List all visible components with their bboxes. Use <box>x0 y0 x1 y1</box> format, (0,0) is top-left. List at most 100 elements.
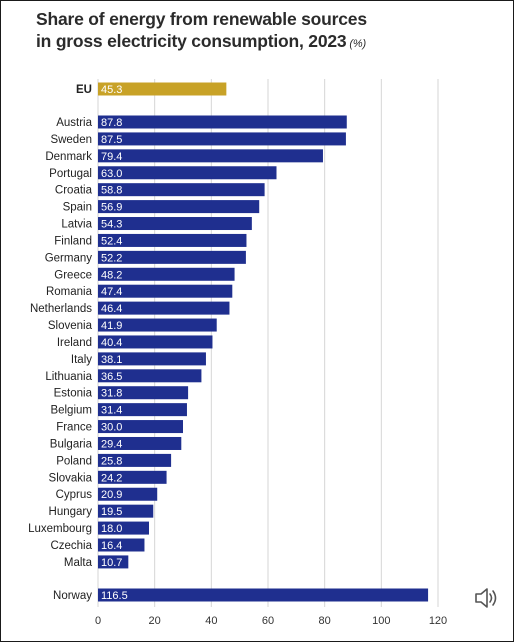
category-label-luxembourg: Luxembourg <box>28 523 92 535</box>
chart-title-line2-text: in gross electricity consumption, 2023 <box>36 31 347 51</box>
category-label-norway: Norway <box>53 590 92 602</box>
value-label-sweden: 87.5 <box>101 134 122 146</box>
bar-norway <box>98 588 429 602</box>
bar-croatia <box>98 183 265 197</box>
category-label-hungary: Hungary <box>49 506 93 518</box>
value-label-netherlands: 46.4 <box>101 303 122 315</box>
value-label-belgium: 31.4 <box>101 405 122 417</box>
value-label-slovakia: 24.2 <box>101 472 122 484</box>
category-label-slovenia: Slovenia <box>48 320 93 332</box>
value-label-cyprus: 20.9 <box>101 489 122 501</box>
category-label-romania: Romania <box>46 286 93 298</box>
value-label-greece: 48.2 <box>101 269 122 281</box>
bar-bulgaria <box>98 436 182 450</box>
bar-germany <box>98 250 246 264</box>
category-label-belgium: Belgium <box>50 405 92 417</box>
bar-malta <box>98 555 129 569</box>
category-label-poland: Poland <box>56 455 92 467</box>
x-tick-label-5: 100 <box>372 615 390 627</box>
category-label-france: France <box>56 422 92 434</box>
bar-austria <box>98 115 347 129</box>
value-label-romania: 47.4 <box>101 286 122 298</box>
category-label-czechia: Czechia <box>50 540 92 552</box>
bar-latvia <box>98 217 252 231</box>
chart-title: Share of energy from renewable sources i… <box>36 8 476 55</box>
value-label-spain: 56.9 <box>101 202 122 214</box>
value-label-ireland: 40.4 <box>101 337 122 349</box>
bar-italy <box>98 352 206 366</box>
bar-slovenia <box>98 318 217 332</box>
bar-greece <box>98 267 235 281</box>
x-tick-label-3: 60 <box>262 615 274 627</box>
category-label-greece: Greece <box>54 269 92 281</box>
category-label-latvia: Latvia <box>61 219 92 231</box>
category-label-sweden: Sweden <box>50 134 92 146</box>
bar-ireland <box>98 335 213 349</box>
x-tick-label-4: 80 <box>319 615 331 627</box>
bar-sweden <box>98 132 346 146</box>
chart-title-unit: (%) <box>349 38 366 50</box>
value-label-eu: 45.3 <box>101 84 122 96</box>
category-label-slovakia: Slovakia <box>49 472 93 484</box>
category-label-ireland: Ireland <box>57 337 92 349</box>
value-label-czechia: 16.4 <box>101 540 122 552</box>
category-label-cyprus: Cyprus <box>56 489 93 501</box>
value-label-portugal: 63.0 <box>101 168 122 180</box>
bar-czechia <box>98 538 145 552</box>
bar-denmark <box>98 149 323 163</box>
category-label-finland: Finland <box>54 235 92 247</box>
bar-hungary <box>98 504 154 518</box>
value-label-estonia: 31.8 <box>101 388 122 400</box>
category-label-denmark: Denmark <box>45 151 92 163</box>
x-tick-label-1: 20 <box>149 615 161 627</box>
value-label-luxembourg: 18.0 <box>101 523 122 535</box>
x-tick-label-2: 40 <box>205 615 217 627</box>
category-label-austria: Austria <box>56 117 92 129</box>
category-label-portugal: Portugal <box>49 168 92 180</box>
category-label-germany: Germany <box>45 252 93 264</box>
value-label-poland: 25.8 <box>101 455 122 467</box>
value-label-italy: 38.1 <box>101 354 122 366</box>
bar-finland <box>98 233 247 247</box>
bar-france <box>98 420 183 434</box>
category-label-italy: Italy <box>71 354 92 366</box>
category-label-croatia: Croatia <box>55 185 93 197</box>
value-label-slovenia: 41.9 <box>101 320 122 332</box>
chart-title-line2: in gross electricity consumption, 2023 (%… <box>36 30 476 55</box>
value-label-bulgaria: 29.4 <box>101 438 122 450</box>
value-label-malta: 10.7 <box>101 557 122 569</box>
value-label-france: 30.0 <box>101 422 122 434</box>
bar-eu <box>98 82 227 96</box>
bar-poland <box>98 453 172 467</box>
category-label-malta: Malta <box>64 557 93 569</box>
value-label-latvia: 54.3 <box>101 219 122 231</box>
bar-cyprus <box>98 487 158 501</box>
value-label-germany: 52.2 <box>101 252 122 264</box>
value-label-austria: 87.8 <box>101 117 122 129</box>
value-label-lithuania: 36.5 <box>101 371 122 383</box>
value-label-norway: 116.5 <box>101 590 128 602</box>
value-label-hungary: 19.5 <box>101 506 122 518</box>
value-label-denmark: 79.4 <box>101 151 122 163</box>
x-tick-label-6: 120 <box>429 615 447 627</box>
x-tick-label-0: 0 <box>95 615 101 627</box>
category-label-eu: EU <box>76 84 92 96</box>
bar-belgium <box>98 403 187 417</box>
category-label-lithuania: Lithuania <box>45 371 92 383</box>
bar-luxembourg <box>98 521 149 535</box>
bar-slovakia <box>98 470 167 484</box>
category-label-spain: Spain <box>63 202 92 214</box>
category-label-netherlands: Netherlands <box>30 303 92 315</box>
speaker-icon[interactable] <box>471 583 501 613</box>
value-label-croatia: 58.8 <box>101 185 122 197</box>
category-label-estonia: Estonia <box>54 388 93 400</box>
chart-title-line1: Share of energy from renewable sources <box>36 9 367 29</box>
bar-lithuania <box>98 369 202 383</box>
bar-spain <box>98 200 260 214</box>
category-label-bulgaria: Bulgaria <box>50 438 93 450</box>
value-label-finland: 52.4 <box>101 235 122 247</box>
bar-portugal <box>98 166 277 180</box>
bar-estonia <box>98 386 189 400</box>
